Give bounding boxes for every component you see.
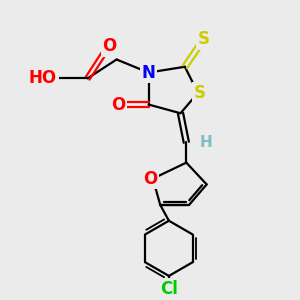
Text: H: H xyxy=(200,135,212,150)
Text: S: S xyxy=(194,84,206,102)
Text: Cl: Cl xyxy=(160,280,178,298)
Text: HO: HO xyxy=(29,69,57,87)
Text: S: S xyxy=(198,30,210,48)
Text: N: N xyxy=(142,64,155,82)
Text: O: O xyxy=(102,38,116,56)
Text: O: O xyxy=(143,169,157,188)
Text: O: O xyxy=(111,95,125,113)
